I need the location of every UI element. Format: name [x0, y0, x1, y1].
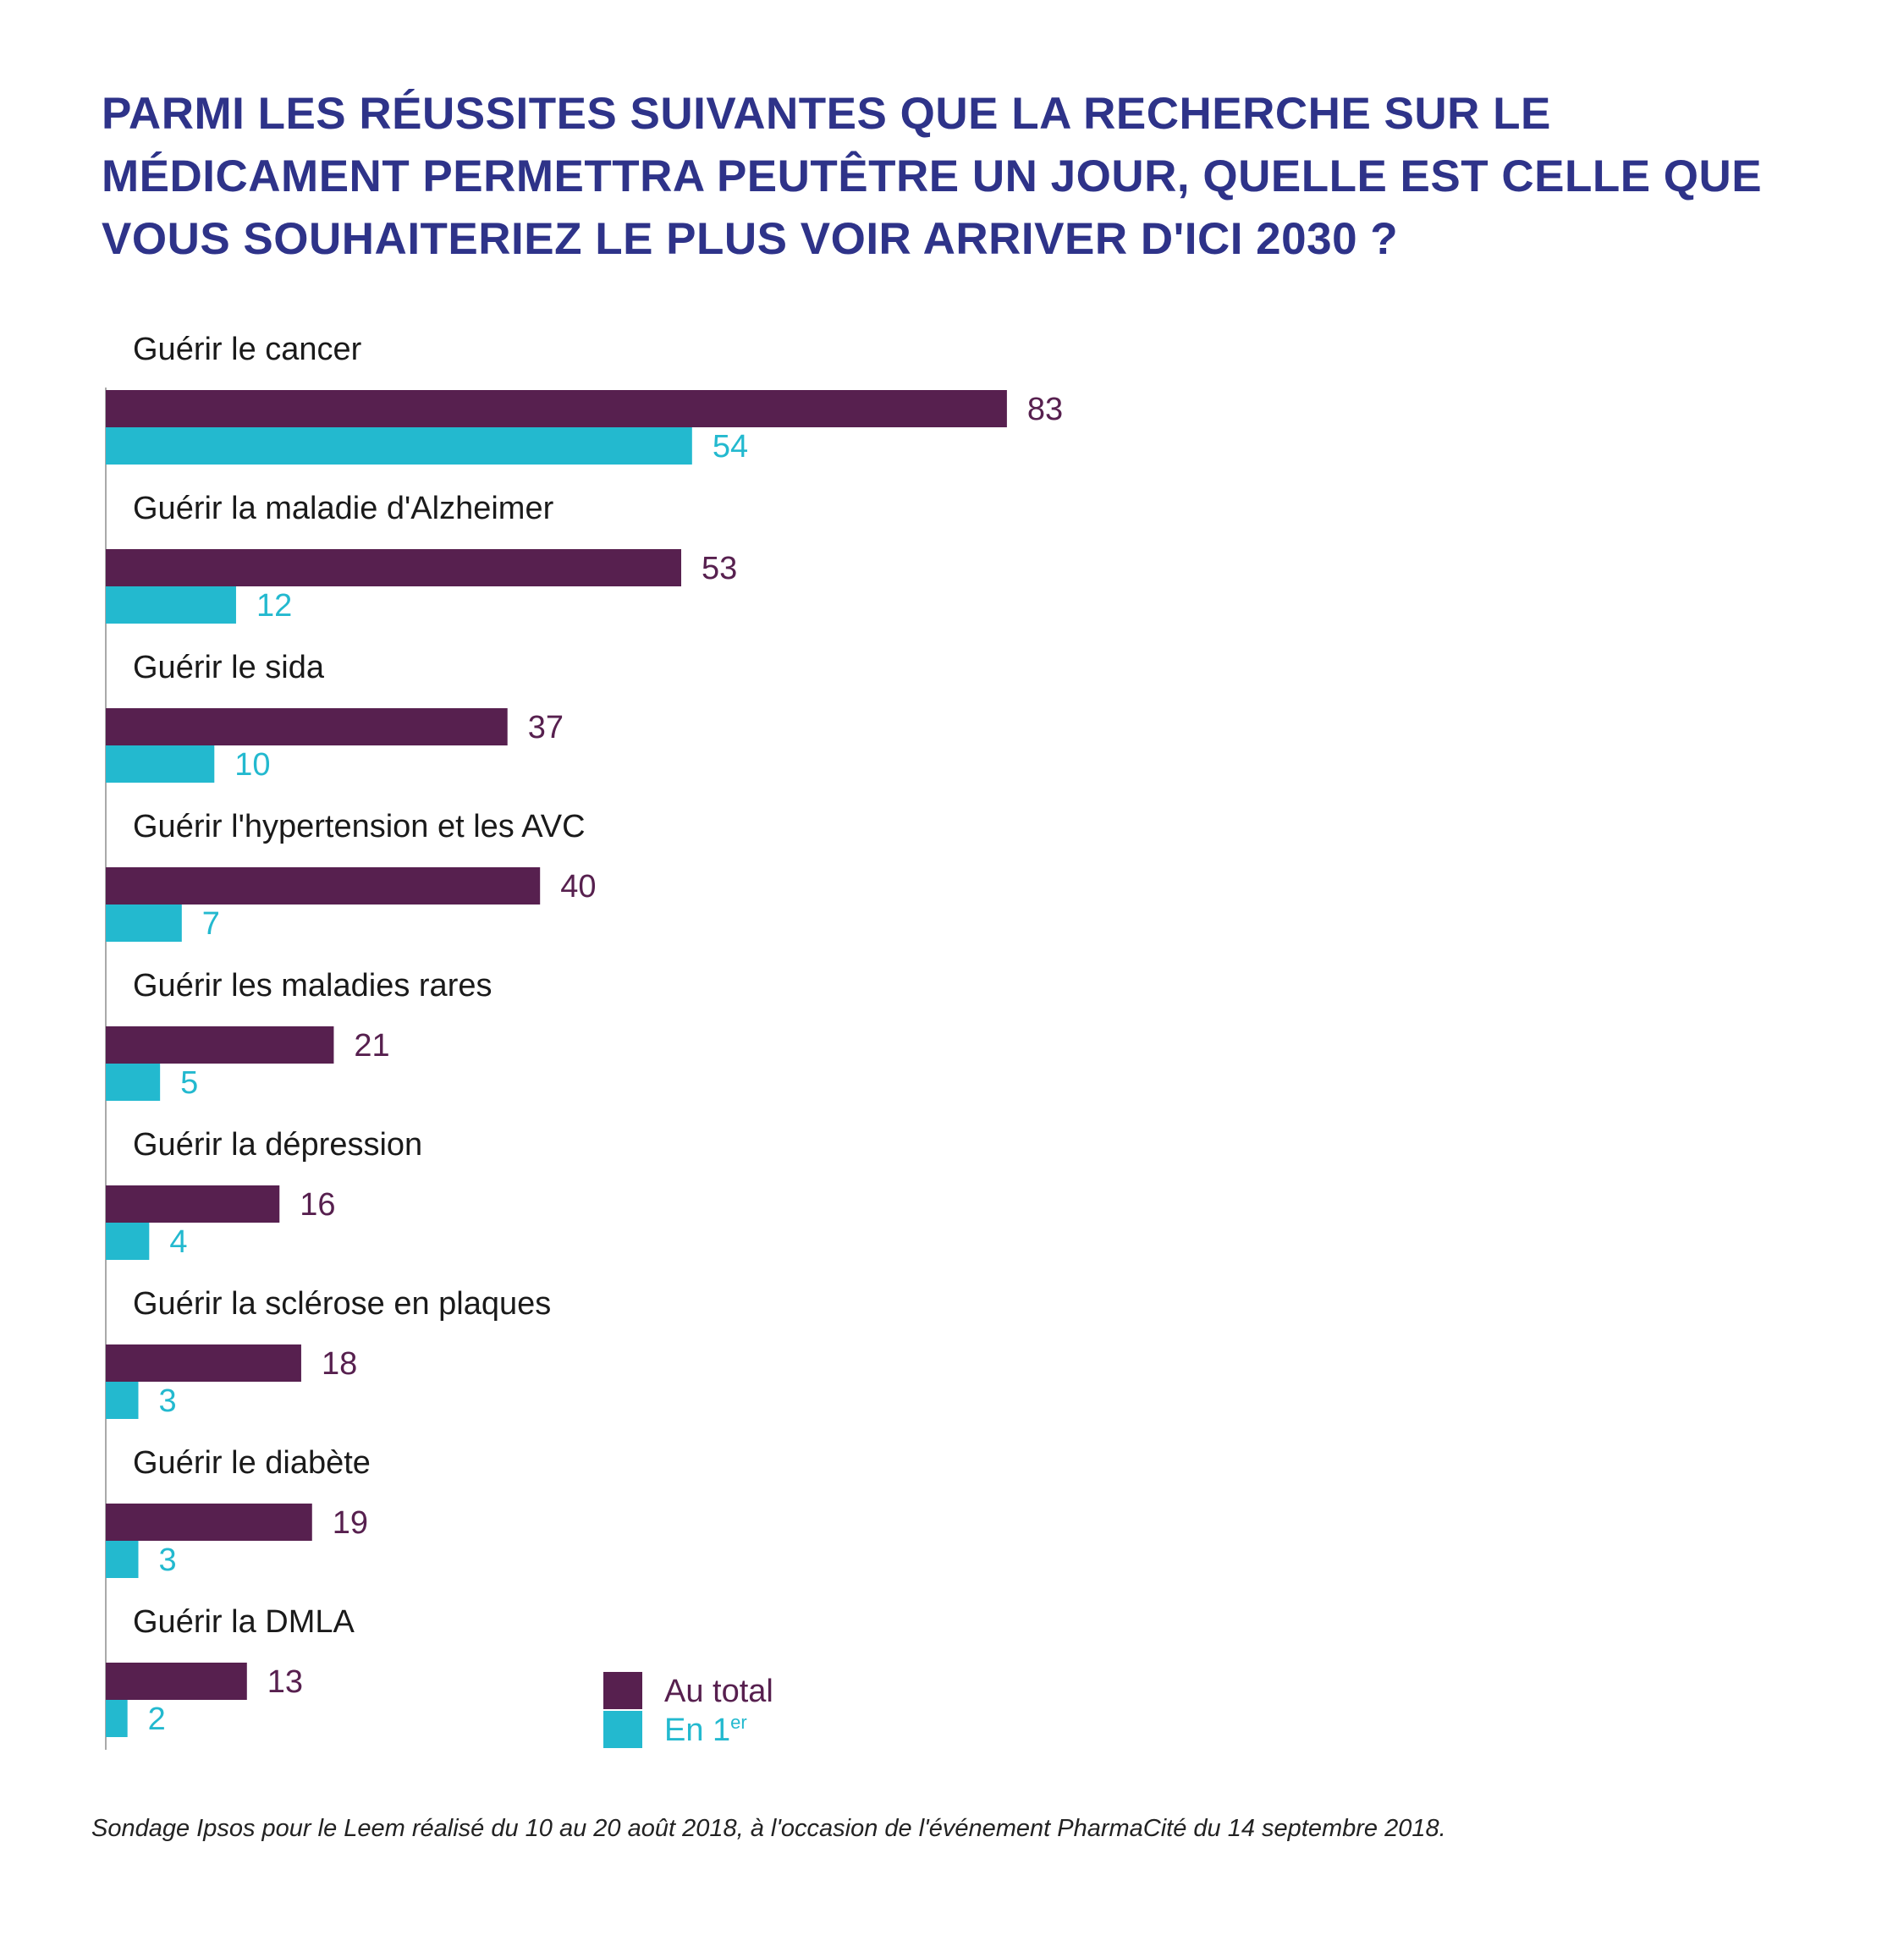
- bar-en-1er: [106, 905, 182, 942]
- data-label: 2: [148, 1702, 166, 1737]
- category-label: Guérir le diabète: [133, 1445, 371, 1481]
- data-label: 3: [158, 1383, 176, 1419]
- data-label: 54: [713, 429, 748, 465]
- legend-label-au-total: Au total: [664, 1674, 773, 1709]
- bar-en-1er: [106, 745, 215, 783]
- data-label: 53: [702, 551, 737, 586]
- category-group: Guérir la DMLA 13 2: [106, 1604, 355, 1737]
- data-label: 4: [169, 1224, 187, 1260]
- bar-au-total: [106, 1026, 334, 1064]
- bar-en-1er: [106, 1700, 128, 1737]
- data-label: 37: [528, 710, 564, 745]
- data-label: 12: [256, 588, 292, 624]
- category-group: Guérir le cancer 83 54: [106, 332, 1063, 465]
- bar-au-total: [106, 1185, 280, 1223]
- category-label: Guérir la maladie d'Alzheimer: [133, 491, 554, 526]
- category-label: Guérir les maladies rares: [133, 968, 492, 1003]
- category-label: Guérir la dépression: [133, 1127, 422, 1163]
- data-label: 18: [322, 1346, 357, 1382]
- legend-swatch-en-1er: [603, 1711, 642, 1748]
- category-label: Guérir la DMLA: [133, 1604, 355, 1640]
- category-group: Guérir l'hypertension et les AVC 40 7: [106, 809, 596, 942]
- bar-en-1er: [106, 1541, 139, 1578]
- category-group: Guérir le diabète 19 3: [106, 1445, 371, 1578]
- category-group: Guérir la maladie d'Alzheimer 53 12: [106, 491, 737, 624]
- category-group: Guérir la dépression 16 4: [106, 1127, 422, 1260]
- data-label: 19: [333, 1505, 368, 1541]
- category-label: Guérir le sida: [133, 650, 325, 685]
- data-label: 3: [158, 1542, 176, 1578]
- bar-en-1er: [106, 1382, 139, 1419]
- chart-title: PARMI LES RÉUSSITES SUIVANTES QUE LA REC…: [102, 89, 1763, 264]
- data-label: 16: [300, 1187, 335, 1223]
- data-label: 40: [560, 869, 596, 905]
- bar-au-total: [106, 1344, 301, 1382]
- bar-en-1er: [106, 586, 236, 624]
- data-label: 21: [354, 1028, 389, 1064]
- data-label: 7: [202, 906, 220, 942]
- bar-au-total: [106, 549, 681, 586]
- bar-en-1er: [106, 1223, 150, 1260]
- data-label: 83: [1027, 392, 1063, 427]
- bar-en-1er: [106, 1064, 161, 1101]
- legend-swatch-au-total: [603, 1672, 642, 1709]
- legend-label-en-1er: En 1er: [664, 1712, 747, 1748]
- category-label: Guérir le cancer: [133, 332, 362, 367]
- category-group: Guérir les maladies rares 21 5: [106, 968, 492, 1101]
- category-label: Guérir la sclérose en plaques: [133, 1286, 551, 1322]
- bar-au-total: [106, 708, 508, 745]
- bar-au-total: [106, 1504, 312, 1541]
- data-label: 13: [267, 1664, 303, 1700]
- data-label: 10: [234, 747, 270, 783]
- bar-au-total: [106, 1663, 247, 1700]
- source-note: Sondage Ipsos pour le Leem réalisé du 10…: [91, 1815, 1446, 1842]
- bar-au-total: [106, 867, 541, 905]
- category-group: Guérir la sclérose en plaques 18 3: [106, 1286, 551, 1419]
- category-label: Guérir l'hypertension et les AVC: [133, 809, 586, 844]
- data-label: 5: [180, 1065, 198, 1101]
- bar-en-1er: [106, 427, 692, 465]
- category-group: Guérir le sida 37 10: [106, 650, 564, 783]
- bar-au-total: [106, 390, 1007, 427]
